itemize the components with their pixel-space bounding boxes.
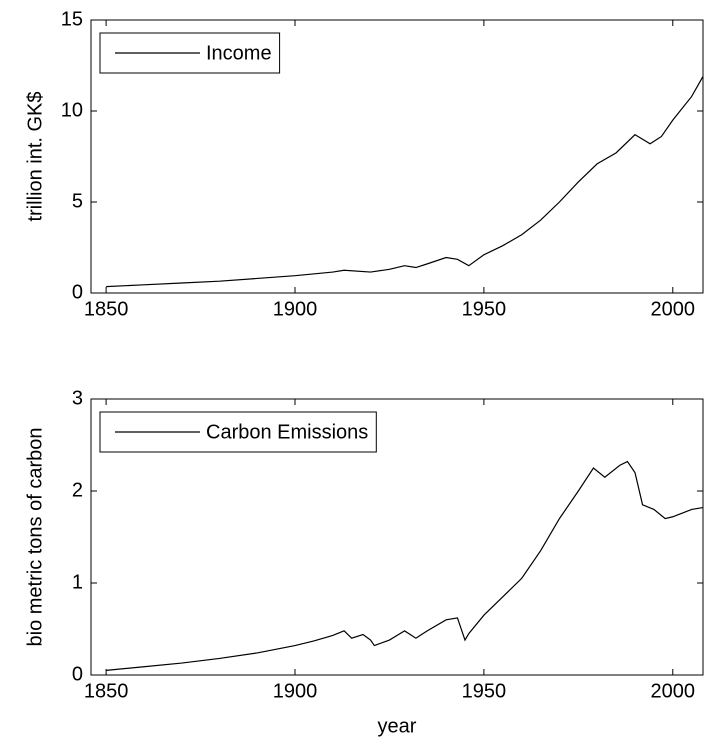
x-tick-label: 1950 xyxy=(462,680,507,702)
legend: Carbon Emissions xyxy=(99,411,377,453)
y-tick-label: 0 xyxy=(72,281,83,303)
x-tick-label: 1950 xyxy=(462,298,507,320)
x-tick-label: 2000 xyxy=(651,298,696,320)
x-tick-label: 1850 xyxy=(84,680,129,702)
legend-label: Carbon Emissions xyxy=(206,421,368,443)
y-tick-label: 10 xyxy=(61,99,83,121)
legend-label: Income xyxy=(206,42,272,64)
legend: Income xyxy=(99,32,281,74)
y-tick-label: 5 xyxy=(72,190,83,212)
x-axis-label: year xyxy=(378,715,417,737)
x-tick-label: 1900 xyxy=(273,298,318,320)
y-axis-label: trillion int. GK$ xyxy=(24,91,46,221)
x-tick-label: 2000 xyxy=(651,680,696,702)
x-tick-label: 1850 xyxy=(84,298,129,320)
y-axis-label: bio metric tons of carbon xyxy=(24,428,46,647)
y-tick-label: 3 xyxy=(72,387,83,409)
y-tick-label: 1 xyxy=(72,571,83,593)
y-tick-label: 0 xyxy=(72,663,83,685)
data-line xyxy=(106,460,704,671)
data-line xyxy=(106,76,704,288)
y-tick-label: 2 xyxy=(72,479,83,501)
y-tick-label: 15 xyxy=(61,8,83,30)
x-tick-label: 1900 xyxy=(273,680,318,702)
